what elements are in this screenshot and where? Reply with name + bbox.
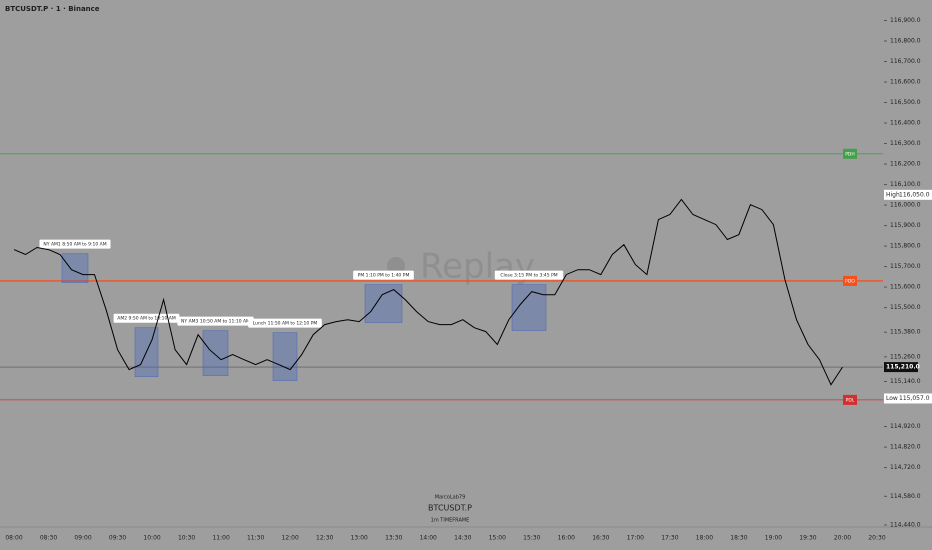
y-tick-label: 116,500.0	[890, 99, 921, 106]
x-tick-label: 11:30	[247, 535, 264, 542]
session-box	[272, 332, 298, 381]
y-tick-label: 116,000.0	[890, 202, 921, 209]
watermark: Replay	[420, 247, 535, 287]
marker-box	[884, 189, 932, 200]
session-label-box	[248, 318, 322, 328]
session-label: NY AM3 10:50 AM to 11:10 AM	[181, 319, 250, 325]
level-tag	[843, 275, 857, 286]
y-tick-label: 115,380.0	[890, 329, 921, 336]
x-tick-label: 11:00	[212, 535, 229, 542]
footer-symbol: BTCUSDT.P	[428, 504, 472, 513]
marker-label: 115,057.0	[899, 395, 930, 402]
x-tick-label: 16:00	[558, 535, 575, 542]
x-tick-label: 12:30	[316, 535, 333, 542]
x-tick-label: 09:30	[109, 535, 126, 542]
x-tick-label: 13:00	[351, 535, 368, 542]
last-price-label: 115,210.0	[886, 364, 920, 371]
session-box	[61, 253, 89, 283]
x-tick-label: 19:00	[765, 535, 782, 542]
x-tick-label: 15:30	[523, 535, 540, 542]
footer-timeframe: 1m TIMEFRAME	[431, 518, 470, 524]
marker-name: High	[886, 191, 900, 198]
y-tick-label: 114,920.0	[890, 423, 921, 430]
y-tick-label: 116,800.0	[890, 38, 921, 45]
y-tick-label: 116,900.0	[890, 17, 921, 24]
footer-author: MarcoLab79	[435, 495, 466, 501]
level-tag	[843, 394, 857, 405]
x-tick-label: 17:30	[661, 535, 678, 542]
session-box	[511, 284, 547, 331]
session-label-box	[113, 313, 180, 323]
x-tick-label: 12:00	[282, 535, 299, 542]
x-tick-label: 08:30	[40, 535, 57, 542]
y-tick-label: 114,720.0	[890, 464, 921, 471]
y-tick-label: 114,440.0	[890, 522, 921, 529]
y-tick-label: 115,500.0	[890, 304, 921, 311]
y-tick-label: 114,580.0	[890, 493, 921, 500]
x-tick-label: 14:30	[454, 535, 471, 542]
y-tick-label: 114,820.0	[890, 444, 921, 451]
session-label: AM2 9:50 AM to 10:10 AM	[117, 316, 176, 322]
y-tick-label: 115,900.0	[890, 222, 921, 229]
y-tick-label: 115,700.0	[890, 263, 921, 270]
marker-name: Low	[886, 395, 898, 402]
session-label: Close 3:15 PM to 3:45 PM	[500, 273, 557, 279]
level-label: PDO	[845, 278, 855, 284]
session-label: NY AM1 8:50 AM to 9:10 AM	[43, 242, 106, 248]
session-box	[202, 330, 229, 377]
marker-label: 116,050.0	[899, 191, 930, 198]
session-label-box	[39, 239, 111, 249]
x-tick-label: 08:00	[5, 535, 22, 542]
x-tick-label: 10:30	[178, 535, 195, 542]
x-tick-label: 09:00	[74, 535, 91, 542]
session-label: PM 1:10 PM to 1:40 PM	[358, 273, 410, 279]
x-tick-label: 19:30	[799, 535, 816, 542]
last-price-box	[884, 362, 918, 373]
x-tick-label: 18:00	[696, 535, 713, 542]
x-tick-label: 20:30	[868, 535, 885, 542]
level-label: PDL	[846, 397, 855, 403]
x-tick-label: 15:00	[489, 535, 506, 542]
x-tick-label: 10:00	[143, 535, 160, 542]
y-tick-label: 116,100.0	[890, 181, 921, 188]
y-tick-label: 115,260.0	[890, 353, 921, 360]
y-tick-label: 116,400.0	[890, 120, 921, 127]
x-tick-label: 14:00	[420, 535, 437, 542]
x-tick-label: 16:30	[592, 535, 609, 542]
y-tick-label: 115,600.0	[890, 284, 921, 291]
level-label: PDH	[845, 151, 855, 157]
watermark-logo	[387, 257, 405, 275]
price-line	[13, 198, 843, 386]
marker-box	[884, 393, 932, 404]
x-tick-label: 13:30	[385, 535, 402, 542]
y-tick-label: 115,800.0	[890, 243, 921, 250]
x-tick-label: 20:00	[834, 535, 851, 542]
y-tick-label: 116,300.0	[890, 140, 921, 147]
level-tag	[843, 148, 857, 159]
chart-title: BTCUSDT.P · 1 · Binance	[5, 5, 100, 13]
session-label-box	[353, 270, 414, 280]
x-tick-label: 18:30	[730, 535, 747, 542]
session-label-box	[494, 270, 564, 280]
y-tick-label: 116,600.0	[890, 79, 921, 86]
y-tick-label: 116,200.0	[890, 161, 921, 168]
x-tick-label: 17:00	[627, 535, 644, 542]
session-label-box	[177, 316, 254, 326]
session-label: Lunch 11:50 AM to 12:10 PM	[253, 321, 318, 327]
session-box	[364, 284, 403, 323]
y-tick-label: 115,140.0	[890, 378, 921, 385]
y-tick-label: 116,700.0	[890, 58, 921, 65]
